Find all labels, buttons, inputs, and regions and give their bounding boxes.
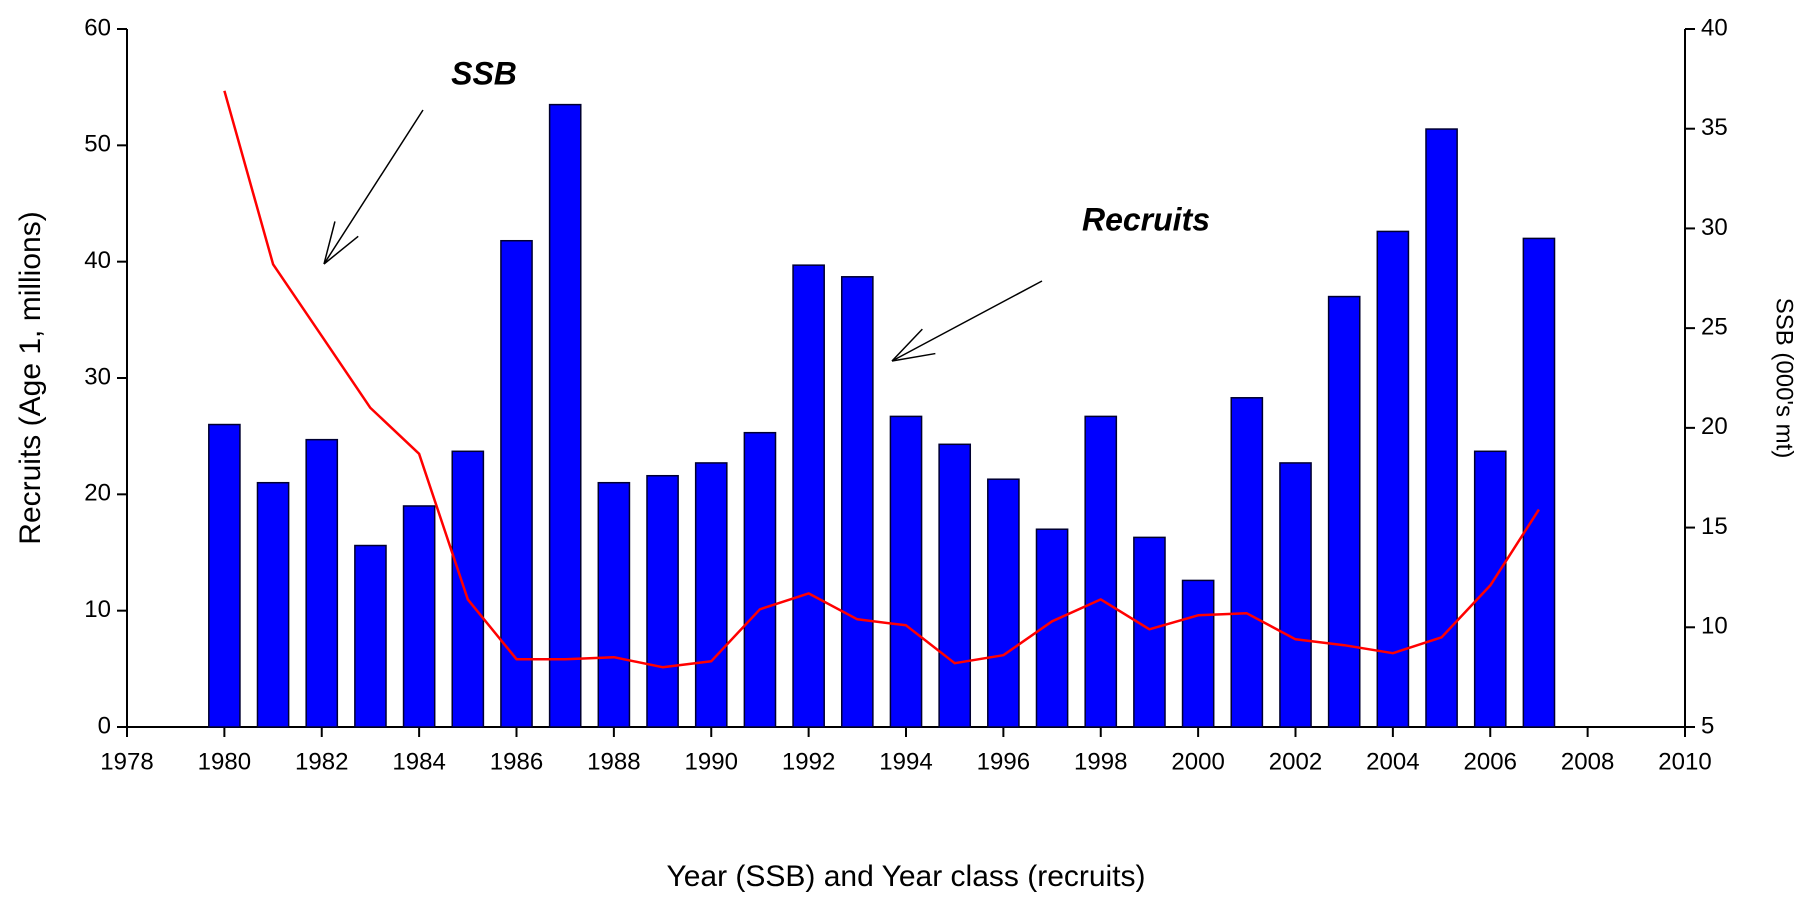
x-tick-label: 1990 <box>685 748 738 775</box>
x-tick-label: 2000 <box>1171 748 1224 775</box>
x-tick-label: 1998 <box>1074 748 1127 775</box>
x-tick-label: 1980 <box>198 748 251 775</box>
y2-tick-label: 20 <box>1701 413 1728 440</box>
y-tick-label: 10 <box>84 596 111 623</box>
y2-tick-label: 40 <box>1701 14 1728 41</box>
x-axis-title: Year (SSB) and Year class (recruits) <box>666 860 1145 893</box>
x-tick-label: 1978 <box>100 748 153 775</box>
y2-tick-label: 35 <box>1701 114 1728 141</box>
bar <box>1279 462 1312 728</box>
bar <box>1376 230 1410 728</box>
annotation: Recruits <box>1082 201 1210 237</box>
y2-tick-label: 10 <box>1701 613 1728 640</box>
annotation: SSB <box>451 55 517 91</box>
x-tick-label: 1984 <box>392 748 445 775</box>
bar <box>1084 415 1118 728</box>
bar <box>1230 397 1264 728</box>
arrow-head <box>891 328 923 362</box>
y-tick-label: 20 <box>84 480 111 507</box>
bar <box>208 423 241 728</box>
x-tick-label: 2008 <box>1561 748 1614 775</box>
bar <box>451 450 485 728</box>
y2-tick-label: 30 <box>1701 214 1728 241</box>
bar <box>305 438 339 728</box>
bar <box>987 478 1020 728</box>
bar <box>1181 579 1215 728</box>
y-tick-label: 0 <box>98 712 111 739</box>
bar <box>938 443 972 728</box>
bar <box>402 505 436 728</box>
bar <box>1327 295 1361 728</box>
arrow <box>891 280 1043 362</box>
x-tick-label: 2010 <box>1658 748 1711 775</box>
bar <box>1522 237 1556 728</box>
y-tick-label: 60 <box>84 14 111 41</box>
x-tick-label: 1992 <box>782 748 835 775</box>
bar <box>1473 450 1507 728</box>
bar <box>694 462 728 728</box>
bar <box>646 474 679 728</box>
y-tick-label: 40 <box>84 247 111 274</box>
x-tick-label: 1988 <box>587 748 640 775</box>
bar <box>743 431 777 728</box>
y-tick-label: 30 <box>84 363 111 390</box>
y2-tick-label: 25 <box>1701 313 1728 340</box>
x-tick-label: 2004 <box>1366 748 1419 775</box>
bar <box>256 481 290 728</box>
x-tick-label: 2002 <box>1269 748 1322 775</box>
arrow-head <box>323 235 359 265</box>
y-tick-label: 50 <box>84 131 111 158</box>
y-axis-title: Recruits (Age 1, millions) <box>14 211 47 544</box>
x-tick-label: 1996 <box>977 748 1030 775</box>
arrow-head <box>323 221 336 265</box>
bar <box>840 276 874 728</box>
y2-tick-label: 5 <box>1701 712 1714 739</box>
bar <box>597 481 631 728</box>
x-tick-label: 1994 <box>879 748 932 775</box>
bar <box>792 264 825 728</box>
x-tick-label: 1982 <box>295 748 348 775</box>
arrow-head <box>891 352 936 362</box>
line <box>223 90 1540 669</box>
bar <box>1133 536 1166 728</box>
bar <box>889 415 923 728</box>
bar <box>548 103 582 728</box>
y2-axis-title: SSB (000's mt) <box>1771 298 1798 459</box>
y2-tick-label: 15 <box>1701 513 1728 540</box>
bar <box>354 544 387 728</box>
x-tick-label: 1986 <box>490 748 543 775</box>
arrow <box>323 109 424 265</box>
x-tick-label: 2006 <box>1464 748 1517 775</box>
bar <box>500 239 533 728</box>
